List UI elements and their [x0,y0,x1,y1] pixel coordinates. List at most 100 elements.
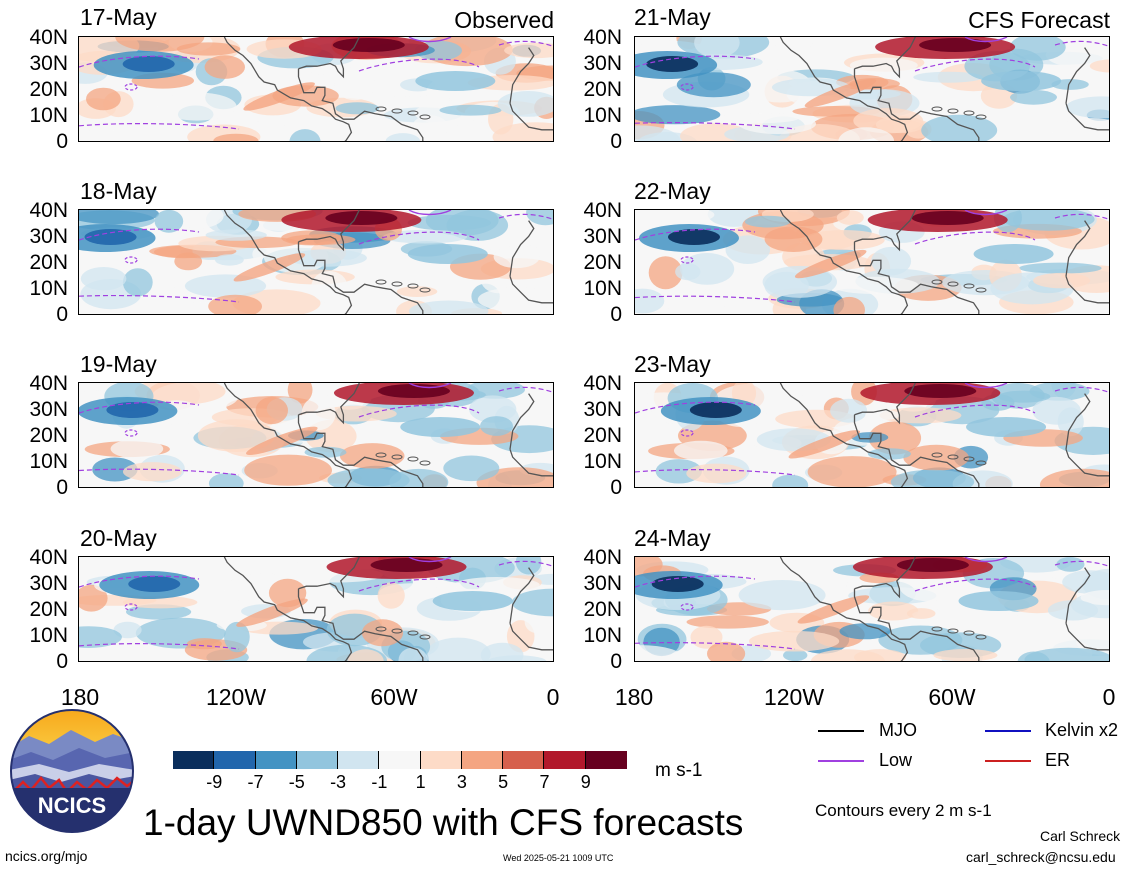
lat-label: 20N [583,78,622,101]
lat-label: 20N [29,78,68,101]
lat-label: 30N [29,52,68,75]
map-panel-19-may [78,382,554,488]
colorbar [173,751,627,769]
colorbar-tick-label: -3 [330,772,347,792]
colorbar-swatch [503,751,545,769]
colorbar-tick-label: -5 [288,772,305,792]
panel-date-7: 23-May [634,351,711,377]
colorbar-tick-label: 9 [580,772,591,792]
lat-label: 30N [29,572,68,595]
lon-label-180-right: 180 [614,684,654,710]
observed-label: Observed [454,7,554,33]
lat-label: 10N [29,624,68,647]
lat-label: 0 [56,303,68,326]
map-panel-24-may [634,556,1110,662]
colorbar-tick-label: 7 [539,772,550,792]
footer-timestamp: Wed 2025-05-21 1009 UTC [503,853,614,863]
lat-label: 20N [29,251,68,274]
lat-label: 20N [29,424,68,447]
panel-date-3: 19-May [80,351,157,377]
lat-label: 10N [583,104,622,127]
panel-date-1: 17-May [80,4,157,30]
lat-label: 20N [29,598,68,621]
legend-label-er: ER [1045,750,1071,770]
colorbar-tick-label: -9 [206,772,223,792]
lat-label: 30N [583,398,622,421]
lat-label: 0 [610,476,622,499]
lat-label: 10N [29,104,68,127]
lat-label: 0 [610,303,622,326]
colorbar-swatch [544,751,586,769]
lat-label: 10N [583,624,622,647]
lat-label: 40N [29,26,68,49]
lat-label: 40N [29,199,68,222]
legend-label-low: Low [879,750,913,770]
lat-label: 0 [610,130,622,153]
figure-title: 1-day UWND850 with CFS forecasts [143,802,744,843]
panel-date-4: 20-May [80,525,157,551]
lon-label-0-left: 0 [546,684,560,710]
map-panel-18-may [78,209,554,315]
footer-email[interactable]: carl_schreck@ncsu.edu [966,849,1116,865]
lat-label: 10N [583,450,622,473]
colorbar-unit: m s-1 [655,760,703,781]
lon-label-0-right: 0 [1102,684,1116,710]
legend-label-kelvin: Kelvin x2 [1045,720,1119,740]
lat-label: 10N [29,450,68,473]
colorbar-swatch [420,751,462,769]
lat-label: 0 [56,130,68,153]
map-panel-17-may [78,36,554,142]
lat-label: 40N [583,199,622,222]
colorbar-tick-label: 1 [415,772,426,792]
lat-label: 0 [610,650,622,673]
lat-label: 20N [583,424,622,447]
colorbar-swatch [379,751,421,769]
legend-label-mjo: MJO [879,720,917,740]
colorbar-swatch [461,751,504,769]
colorbar-tick-label: -7 [247,772,264,792]
legend-line-low [818,760,864,762]
lat-label: 20N [583,251,622,274]
logo-text: NCICS [38,793,106,818]
ncics-logo: NCICS [9,708,135,834]
map-panel-23-may [634,382,1110,488]
footer-author: Carl Schreck [1040,828,1121,844]
legend-line-er [985,760,1031,762]
lat-label: 40N [583,26,622,49]
lat-label: 30N [583,572,622,595]
map-panel-20-may [78,556,554,662]
lat-label: 10N [583,277,622,300]
lon-label-120w-left: 120W [205,684,267,710]
colorbar-tick-label: 5 [498,772,509,792]
colorbar-swatch [173,751,215,769]
lon-label-120w-right: 120W [763,684,825,710]
contour-note: Contours every 2 m s-1 [815,801,992,820]
forecast-label: CFS Forecast [968,7,1110,33]
colorbar-swatch [214,751,256,769]
colorbar-swatch [296,751,339,769]
lat-label: 20N [583,598,622,621]
lat-label: 40N [583,372,622,395]
panel-date-2: 18-May [80,178,157,204]
lat-label: 40N [583,546,622,569]
colorbar-swatch [255,751,297,769]
footer-url[interactable]: ncics.org/mjo [5,848,88,864]
lon-label-60w-right: 60W [928,684,976,710]
map-panel-21-may [634,36,1110,142]
colorbar-swatch [338,751,380,769]
lat-label: 10N [29,277,68,300]
lat-label: 40N [29,372,68,395]
colorbar-swatch [585,751,627,769]
colorbar-tick-label: 3 [456,772,467,792]
lat-label: 30N [583,52,622,75]
colorbar-tick-label: -1 [371,772,388,792]
lon-label-60w-left: 60W [370,684,418,710]
panel-date-8: 24-May [634,525,711,551]
map-panel-22-may [634,209,1110,315]
lat-label: 30N [583,225,622,248]
lat-label: 30N [29,225,68,248]
panel-date-5: 21-May [634,4,711,30]
lat-label: 0 [56,650,68,673]
legend-line-mjo [818,730,864,732]
panel-date-6: 22-May [634,178,711,204]
